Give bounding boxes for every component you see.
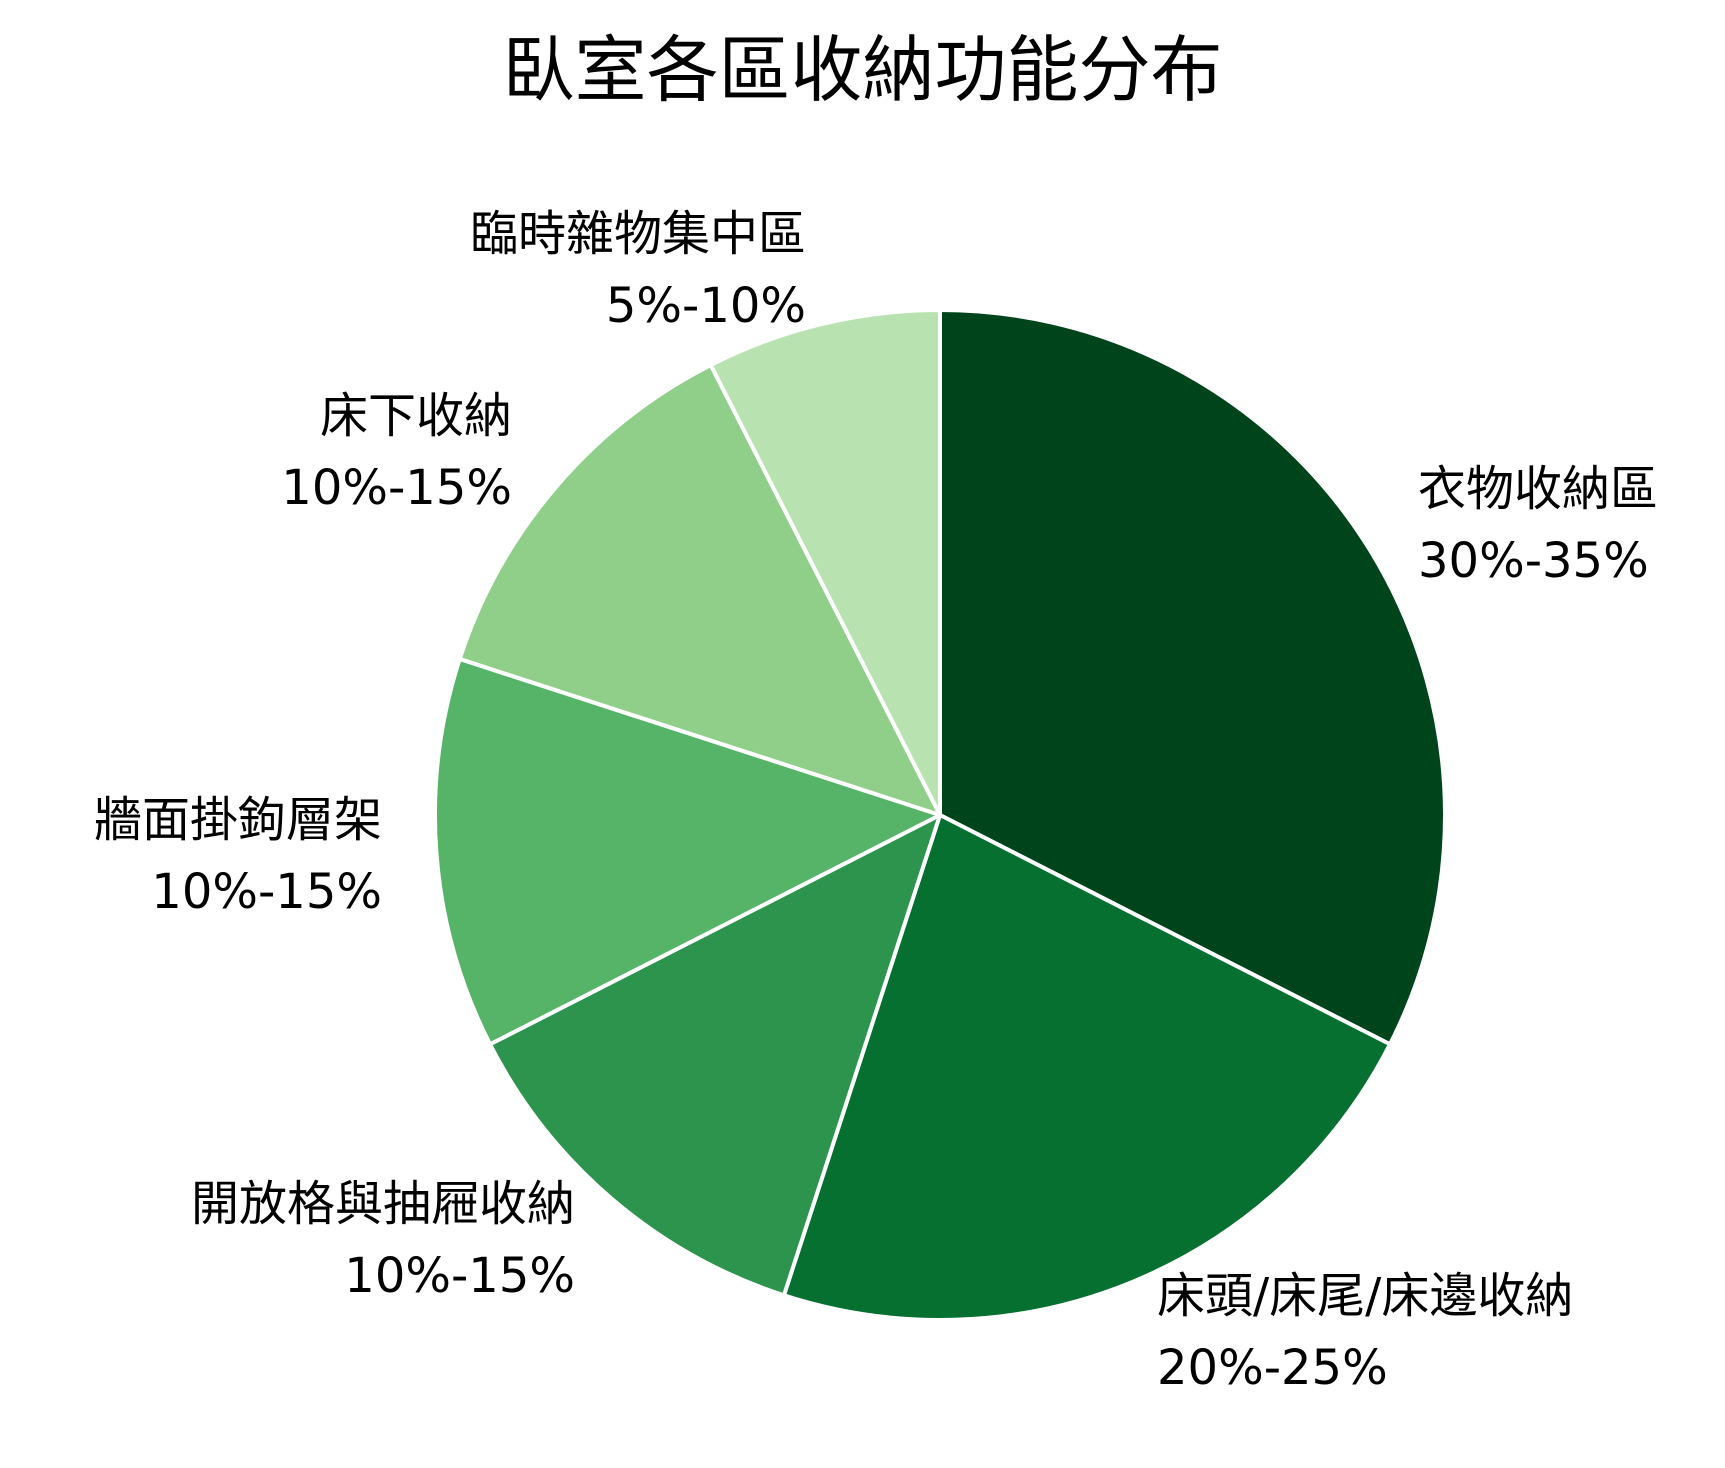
chart-title: 臥室各區收納功能分布 — [502, 28, 1223, 112]
pie-slice-4 — [433, 656, 942, 1047]
slice-label-2: 床頭/床尾/床邊收納 — [1157, 1268, 1573, 1324]
pie-slices — [433, 308, 1448, 1322]
slice-range-label-2: 20%-25% — [1157, 1340, 1388, 1396]
slice-range-label-5: 10%-15% — [281, 460, 512, 516]
slice-label-3: 開放格與抽屜收納 — [191, 1176, 575, 1232]
slice-range-label-1: 30%-35% — [1418, 533, 1649, 589]
pie-slice-2 — [781, 813, 1392, 1322]
slice-label-4: 牆面掛鉤層架 — [94, 792, 382, 848]
pie-slice-1 — [938, 308, 1448, 1047]
pie-slice-3 — [488, 813, 942, 1298]
slice-range-label-3: 10%-15% — [344, 1248, 575, 1304]
slice-label-6: 臨時雜物集中區 — [470, 206, 806, 262]
slice-label-1: 衣物收納區 — [1418, 461, 1658, 517]
pie-slice-5 — [457, 363, 942, 817]
slice-label-5: 床下收納 — [320, 388, 512, 444]
slice-labels: 衣物收納區 30%-35% 床頭/床尾/床邊收納 20%-25% 開放格與抽屜收納 10%… — [94, 206, 1658, 1396]
slice-range-label-6: 5%-10% — [606, 278, 806, 334]
slice-range-label-4: 10%-15% — [151, 864, 382, 920]
pie-slice-6 — [708, 308, 942, 817]
